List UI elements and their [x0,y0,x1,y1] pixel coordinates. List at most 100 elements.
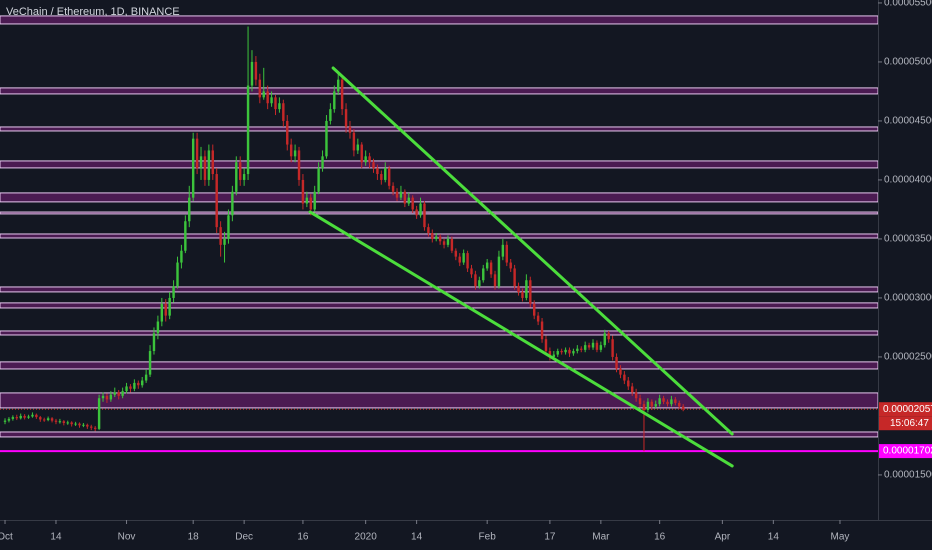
candle-body [152,333,156,352]
candle-body [497,256,501,287]
candle-body [278,103,281,110]
candle-body [282,103,285,121]
candle-body [407,197,410,204]
candle-body [7,418,11,421]
candle-body [239,162,242,180]
candle-body [129,386,132,389]
candle-body [231,191,234,216]
candle-body [587,345,591,348]
candle-body [121,391,124,396]
candle-body [482,268,485,281]
candle-body [631,386,634,393]
candle-body [517,286,520,293]
candle-body [529,280,532,304]
candle-body [564,349,567,353]
candle-body [442,241,446,245]
candle-body [133,382,136,389]
candle-body [521,292,524,298]
candle-body [340,79,344,110]
candle-body [176,262,179,287]
candle-body [489,262,493,275]
candle-body [137,382,140,386]
candle-body [50,418,54,421]
candle-body [235,162,238,192]
candle-body [650,401,654,407]
candle-body [337,79,340,92]
candle-body [258,79,262,98]
candle-body [19,415,22,419]
x-tick-label: 16 [297,532,309,543]
candle-body [681,406,685,410]
candle-body [415,209,418,216]
candle-body [458,256,461,263]
candle-body [321,156,324,169]
x-tick-label: Mar [592,532,610,543]
candle-body [427,227,430,234]
candle-body [505,244,508,263]
candle-body [678,402,681,407]
trendline [331,66,734,436]
candle-body [109,394,113,400]
candle-body [403,191,407,204]
candle-body [199,156,203,169]
candle-body [591,342,595,348]
candle-body [634,392,638,399]
y-tick-label: 0.00003500 [884,234,932,245]
candle-body [180,250,183,263]
candle-body [333,91,336,110]
candle-body [666,401,669,405]
candle-body [654,404,657,407]
candle-body [599,345,603,350]
candle-body [223,238,226,245]
candle-body [78,423,81,426]
candle-body [66,422,69,424]
candle-body [395,191,399,198]
candle-body [46,418,50,421]
countdown-box [879,416,932,431]
candle-body [595,342,599,350]
level-band [0,330,879,336]
candle-body [583,345,587,350]
candle-body [246,85,250,175]
y-tick-label: 0.00004500 [884,116,932,127]
x-tick-label: Nov [118,532,136,543]
candle-body [560,351,563,353]
candle-body [356,144,360,151]
candle-body [423,203,426,228]
candle-body [27,416,30,418]
candle-body [90,426,93,428]
candle-body [431,233,434,239]
marker-price-box [879,444,932,459]
candle-body [419,203,422,216]
candle-body [70,422,73,425]
candle-body [399,191,403,198]
candle-body [203,156,207,180]
y-tick-label: 0.00001500 [884,470,932,481]
candle-body [627,380,630,387]
candle-body [568,349,571,354]
x-tick-label: 14 [50,532,62,543]
x-tick-label: 14 [411,532,423,543]
countdown-label: 15:06:47 [890,418,929,429]
candle-body [242,174,246,180]
candle-body [552,354,556,357]
candle-body [642,404,646,411]
candle-body [493,274,497,287]
candle-body [607,333,610,340]
level-band [0,302,879,309]
candle-body [454,250,458,257]
candle-body [474,274,477,287]
candle-body [525,280,528,298]
candle-body [148,351,152,375]
y-tick-label: 0.00003000 [884,293,932,304]
candle-body [168,297,171,316]
candle-body [658,398,661,405]
candle-body [348,126,352,133]
candle-body [368,156,371,163]
level-band [0,126,879,132]
candle-body [662,398,665,402]
candle-body [544,339,548,352]
candle-body [674,399,677,403]
